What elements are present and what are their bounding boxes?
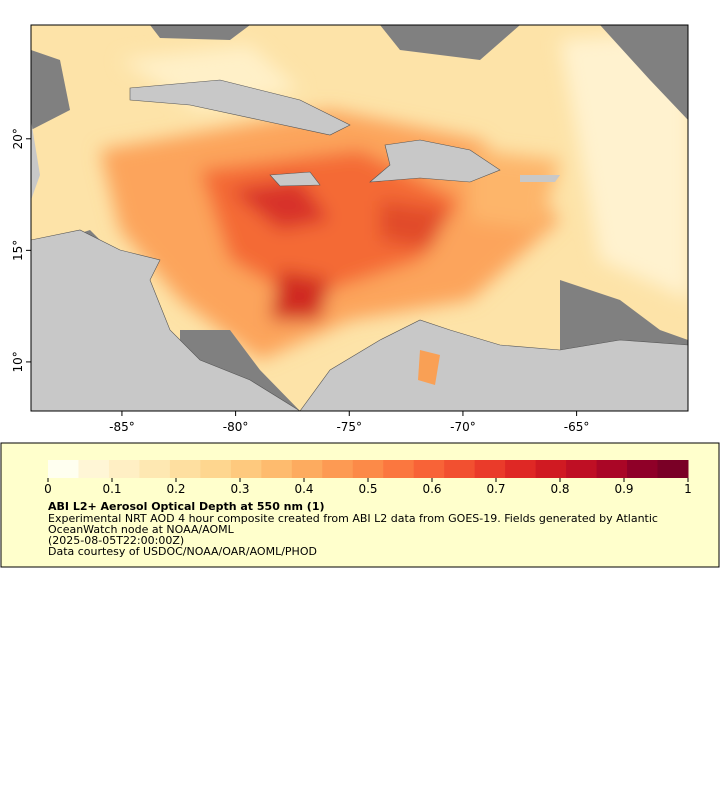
colorbar-swatch xyxy=(596,460,628,478)
map-image xyxy=(31,25,688,411)
colorbar-tick-label: 0.9 xyxy=(614,482,633,496)
colorbar-swatch xyxy=(657,460,689,478)
map-frame xyxy=(30,24,689,412)
x-tick-label: -80° xyxy=(223,420,249,434)
colorbar-tick-label: 0.3 xyxy=(230,482,249,496)
legend-title: ABI L2+ Aerosol Optical Depth at 550 nm … xyxy=(48,500,325,513)
colorbar-tick-label: 0.4 xyxy=(294,482,313,496)
colorbar-swatch xyxy=(108,460,140,478)
colorbar-swatch xyxy=(261,460,293,478)
x-tick-label: -65° xyxy=(564,420,590,434)
colorbar-swatch xyxy=(474,460,506,478)
colorbar: 0 0.1 0.2 0.3 0.4 0.5 0.6 0.7 0.8 0.9 1 xyxy=(44,460,692,496)
colorbar-swatch xyxy=(200,460,232,478)
x-tick-label: -70° xyxy=(450,420,476,434)
colorbar-swatch xyxy=(78,460,110,478)
colorbar-tick-label: 0.2 xyxy=(166,482,185,496)
y-tick-label: 20° xyxy=(11,128,25,149)
x-tick-label: -75° xyxy=(336,420,362,434)
colorbar-swatch xyxy=(383,460,415,478)
colorbar-swatch xyxy=(230,460,262,478)
colorbar-swatch xyxy=(352,460,384,478)
colorbar-swatch xyxy=(322,460,354,478)
legend-line: OceanWatch node at NOAA/AOML xyxy=(48,523,235,536)
y-tick-label: 15° xyxy=(11,240,25,261)
colorbar-swatch xyxy=(505,460,537,478)
colorbar-swatch xyxy=(413,460,445,478)
colorbar-tick-label: 0.5 xyxy=(358,482,377,496)
axes: -85° -80° -75° -70° -65° 10° 15° 20° xyxy=(11,128,589,434)
colorbar-swatch xyxy=(444,460,476,478)
colorbar-tick-label: 0.6 xyxy=(422,482,441,496)
colorbar-swatch xyxy=(291,460,323,478)
legend-line: Data courtesy of USDOC/NOAA/OAR/AOML/PHO… xyxy=(48,545,317,558)
colorbar-tick-label: 0.7 xyxy=(486,482,505,496)
x-tick-label: -85° xyxy=(109,420,135,434)
colorbar-swatch xyxy=(139,460,171,478)
legend-line: (2025-08-05T22:00:00Z) xyxy=(48,534,184,547)
colorbar-tick-label: 0.8 xyxy=(550,482,569,496)
colorbar-swatch xyxy=(566,460,598,478)
colorbar-tick-label: 0 xyxy=(44,482,52,496)
colorbar-tick-label: 0.1 xyxy=(102,482,121,496)
colorbar-swatch xyxy=(48,460,79,478)
colorbar-swatch xyxy=(535,460,567,478)
colorbar-swatch xyxy=(627,460,659,478)
colorbar-tick-label: 1 xyxy=(684,482,692,496)
legend-line: Experimental NRT AOD 4 hour composite cr… xyxy=(48,512,658,525)
y-tick-label: 10° xyxy=(11,351,25,372)
colorbar-swatch xyxy=(169,460,201,478)
